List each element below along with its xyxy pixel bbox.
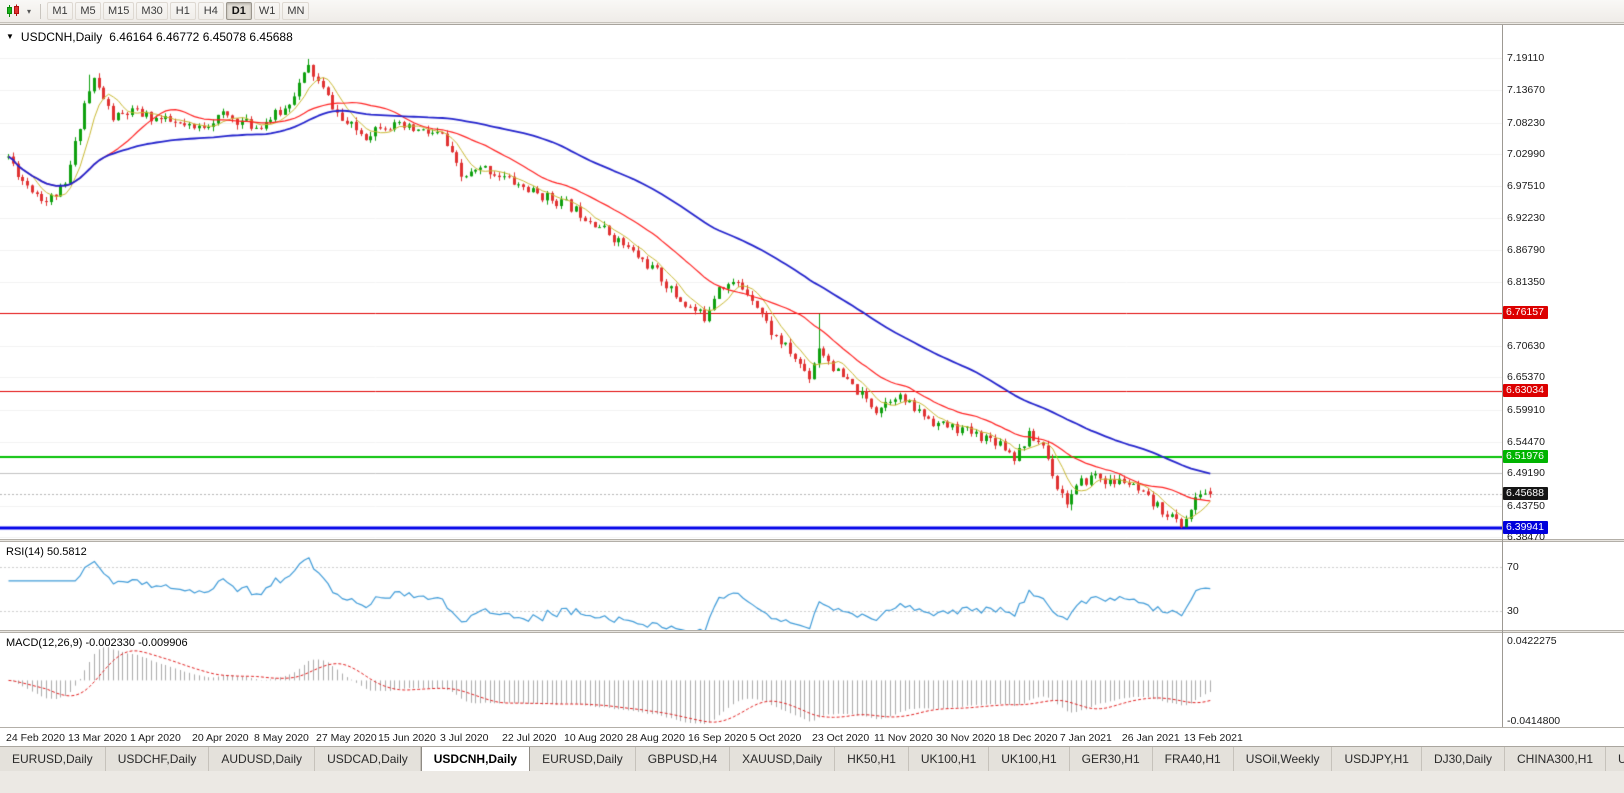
- date-axis-label: 5 Oct 2020: [750, 732, 802, 744]
- price-axis-tick: 6.59910: [1507, 403, 1545, 416]
- macd-indicator-label: MACD(12,26,9) -0.002330 -0.009906: [6, 637, 188, 649]
- support-level-badge-blue[interactable]: 6.39941: [1503, 521, 1548, 535]
- resistance-level-badge[interactable]: 6.63034: [1503, 384, 1548, 398]
- chart-tab[interactable]: UK100,H1: [909, 747, 990, 771]
- chart-tab[interactable]: XAUUSD,Daily: [730, 747, 836, 771]
- timeframe-w1-button[interactable]: W1: [253, 2, 281, 20]
- timeframe-mn-button[interactable]: MN: [282, 2, 310, 20]
- date-axis-label: 16 Sep 2020: [688, 732, 748, 744]
- toolbar-separator: [40, 3, 41, 19]
- date-axis-label: 13 Feb 2021: [1183, 732, 1243, 744]
- chart-tab[interactable]: GBPUSD,H4: [636, 747, 731, 771]
- price-axis-tick: 7.08230: [1507, 116, 1545, 129]
- toolbar: ▾ M1 M5 M15 M30 H1 H4 D1 W1 MN: [0, 0, 1624, 23]
- price-axis-tick: 6.54470: [1507, 436, 1545, 448]
- date-axis-label: 22 Jul 2020: [502, 732, 557, 744]
- window-menu-icon[interactable]: ▼: [6, 32, 14, 41]
- date-axis-label: 18 Dec 2020: [998, 732, 1058, 744]
- price-axis-tick: 7.02990: [1507, 147, 1545, 160]
- price-axis-tick: 6.86790: [1507, 244, 1545, 256]
- pane-splitter[interactable]: [0, 539, 1624, 542]
- price-axis-tick: 6.65370: [1507, 371, 1545, 384]
- rsi-level-30-label: 30: [1507, 605, 1519, 618]
- date-axis-label: 11 Nov 2020: [874, 732, 933, 744]
- rsi-indicator-canvas[interactable]: [0, 542, 1502, 630]
- date-axis-label: 26 Jan 2021: [1121, 732, 1180, 744]
- price-axis-tick: 7.13670: [1507, 84, 1545, 97]
- rsi-indicator-label: RSI(14) 50.5812: [6, 546, 87, 558]
- date-axis-border: [0, 727, 1624, 728]
- chart-tab[interactable]: DJ30,Daily: [1422, 747, 1505, 771]
- timeframe-h4-button[interactable]: H4: [197, 2, 224, 20]
- timeframe-m15-button[interactable]: M15: [103, 2, 135, 20]
- chart-tab[interactable]: FRA40,H1: [1153, 747, 1234, 771]
- date-axis-label: 23 Oct 2020: [812, 732, 870, 744]
- chart-ohlc-values: 6.46164 6.46772 6.45078 6.45688: [109, 30, 293, 44]
- price-axis-tick: 6.70630: [1507, 340, 1545, 352]
- pane-splitter[interactable]: [0, 630, 1624, 633]
- chart-type-dropdown-icon[interactable]: ▾: [26, 6, 31, 16]
- price-axis-tick: 6.81350: [1507, 276, 1545, 289]
- date-axis-label: 30 Nov 2020: [936, 732, 996, 744]
- price-axis-border: [1502, 25, 1503, 727]
- date-axis-label: 7 Jan 2021: [1059, 732, 1112, 744]
- price-chart-canvas[interactable]: [0, 25, 1502, 539]
- date-axis-label: 1 Apr 2020: [130, 732, 181, 744]
- timeframe-m30-button[interactable]: M30: [136, 2, 168, 20]
- chart-tab[interactable]: EURUSD,Daily: [0, 747, 106, 771]
- macd-indicator-canvas[interactable]: [0, 633, 1502, 727]
- last-price-badge: 6.45688: [1503, 487, 1548, 501]
- price-axis-tick: 6.43750: [1507, 499, 1545, 512]
- chart-tab[interactable]: USOil,Weekly: [1234, 747, 1333, 771]
- chart-window: ▼ USDCNH,Daily 6.46164 6.46772 6.45078 6…: [0, 24, 1624, 746]
- chart-tab[interactable]: USDCAD,Daily: [315, 747, 421, 771]
- timeframe-m5-button[interactable]: M5: [75, 2, 101, 20]
- date-axis-label: 8 May 2020: [254, 732, 309, 744]
- chart-tab[interactable]: UK100,H1: [989, 747, 1070, 771]
- price-axis-tick: 6.49190: [1507, 467, 1545, 480]
- date-axis-label: 13 Mar 2020: [68, 732, 127, 744]
- chart-tab[interactable]: USDCHF,Daily: [106, 747, 210, 771]
- chart-symbol-label: USDCNH,Daily: [20, 30, 103, 44]
- support-level-badge-green[interactable]: 6.51976: [1503, 449, 1548, 463]
- chart-tab[interactable]: CHINA300,H1: [1505, 747, 1607, 771]
- chart-tab[interactable]: AUDUSD,Daily: [209, 747, 316, 771]
- date-axis-label: 10 Aug 2020: [564, 732, 623, 744]
- timeframe-d1-button[interactable]: D1: [225, 2, 252, 20]
- chart-tab[interactable]: USDJPY,H1: [1332, 747, 1422, 771]
- resistance-level-badge[interactable]: 6.76157: [1503, 306, 1548, 320]
- chart-title: ▼ USDCNH,Daily 6.46164 6.46772 6.45078 6…: [6, 30, 293, 44]
- timeframe-h1-button[interactable]: H1: [169, 2, 196, 20]
- rsi-level-70-label: 70: [1507, 560, 1519, 573]
- chart-tab[interactable]: GER30,H1: [1070, 747, 1153, 771]
- chart-tab-active[interactable]: USDCNH,Daily: [420, 747, 531, 771]
- timeframe-m1-button[interactable]: M1: [47, 2, 73, 20]
- date-axis-label: 28 Aug 2020: [626, 732, 685, 744]
- price-axis-tick: 6.92230: [1507, 211, 1545, 224]
- date-axis-label: 20 Apr 2020: [192, 732, 249, 744]
- chart-tab[interactable]: U: [1606, 747, 1624, 771]
- date-axis-label: 15 Jun 2020: [378, 732, 436, 744]
- date-axis-label: 27 May 2020: [316, 732, 377, 744]
- candlestick-chart-icon[interactable]: [4, 4, 22, 19]
- macd-axis-min-label: -0.0414800: [1507, 715, 1561, 727]
- date-axis-label: 24 Feb 2020: [6, 732, 65, 744]
- chart-tab[interactable]: HK50,H1: [835, 747, 909, 771]
- price-axis-tick: 7.19110: [1507, 52, 1545, 64]
- chart-tab-bar: EURUSD,Daily USDCHF,Daily AUDUSD,Daily U…: [0, 746, 1624, 771]
- chart-tab[interactable]: EURUSD,Daily: [530, 747, 636, 771]
- date-axis-label: 3 Jul 2020: [440, 732, 489, 744]
- price-axis-tick: 6.97510: [1507, 180, 1545, 193]
- macd-axis-max-label: 0.0422275: [1507, 635, 1557, 647]
